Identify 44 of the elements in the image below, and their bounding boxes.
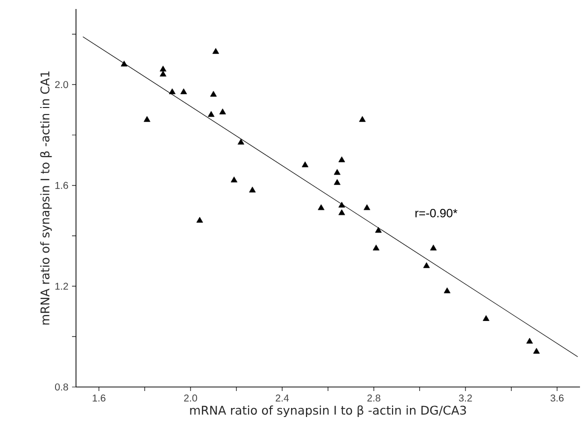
point bbox=[334, 179, 340, 185]
point bbox=[160, 70, 166, 77]
point bbox=[526, 338, 533, 344]
x-tick-label: 3.6 bbox=[550, 394, 564, 402]
point bbox=[338, 156, 346, 162]
point bbox=[430, 244, 437, 250]
point bbox=[160, 66, 166, 72]
point bbox=[338, 202, 346, 208]
point bbox=[180, 88, 187, 94]
point bbox=[482, 315, 490, 321]
point bbox=[219, 108, 226, 114]
x-tick-label: 2.4 bbox=[276, 394, 289, 402]
point bbox=[338, 209, 346, 216]
y-tick-label: 0.8 bbox=[55, 383, 68, 391]
point bbox=[364, 204, 370, 210]
point bbox=[168, 88, 176, 94]
point bbox=[318, 204, 324, 210]
x-tick-label: 3.2 bbox=[458, 394, 472, 402]
y-tick-label: 1.2 bbox=[55, 282, 68, 290]
point bbox=[144, 116, 150, 122]
x-tick-label: 1.6 bbox=[92, 394, 106, 402]
point bbox=[375, 226, 382, 233]
annotation: r=-0.90* bbox=[415, 208, 458, 218]
point bbox=[249, 186, 256, 192]
point bbox=[423, 262, 430, 268]
point bbox=[372, 244, 380, 250]
point bbox=[230, 176, 238, 182]
point bbox=[196, 216, 204, 223]
x-tick-label: 2.0 bbox=[184, 394, 198, 402]
point bbox=[212, 48, 220, 54]
point bbox=[444, 287, 450, 294]
point bbox=[334, 169, 340, 175]
y-tick-label: 2.0 bbox=[55, 81, 68, 88]
point bbox=[210, 90, 217, 97]
point bbox=[302, 161, 308, 168]
point bbox=[208, 111, 214, 117]
x-tick-label: 2.8 bbox=[367, 394, 380, 402]
y-tick-label: 1.6 bbox=[55, 182, 68, 189]
point bbox=[120, 60, 128, 66]
point bbox=[533, 348, 540, 354]
y-axis-title: mRNA ratio of synapsin Ⅰ to β -actin in CA1 bbox=[40, 71, 52, 325]
x-axis-title: mRNA ratio of synapsin Ⅰ to β -actin in DG/CA3 bbox=[190, 405, 466, 418]
point bbox=[238, 138, 244, 145]
point bbox=[359, 116, 366, 122]
